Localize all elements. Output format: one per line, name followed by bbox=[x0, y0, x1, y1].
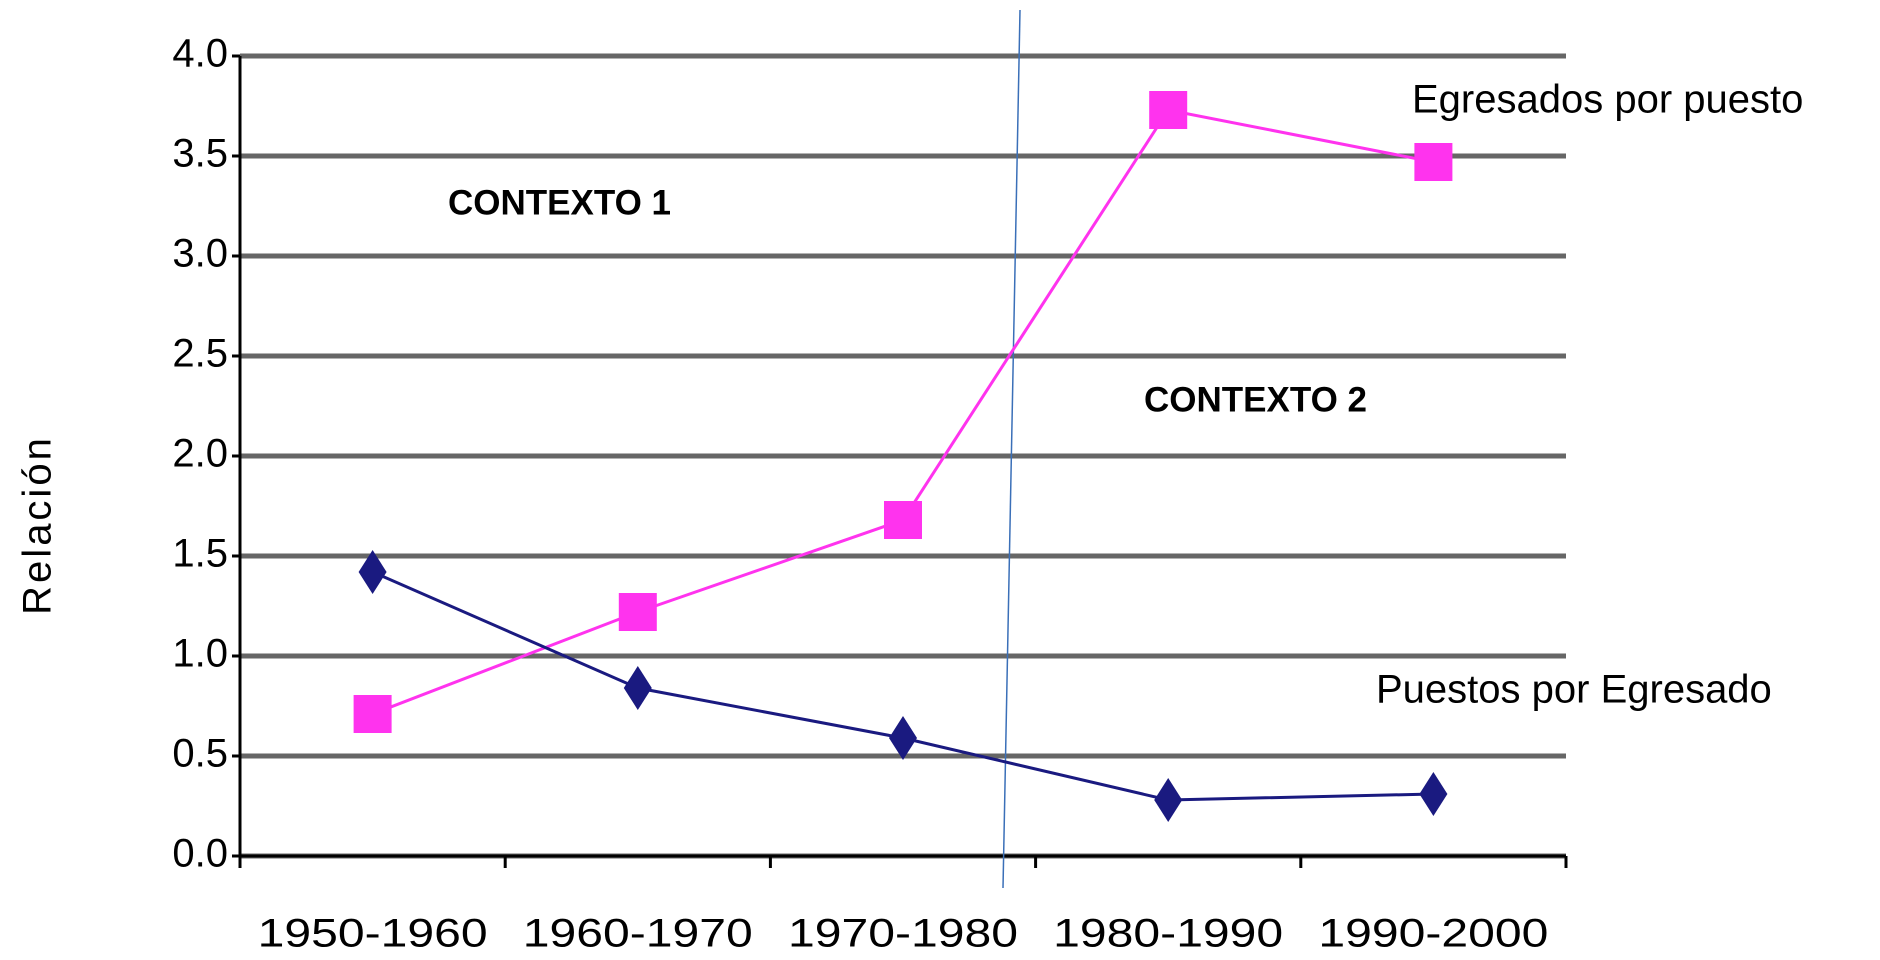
series-label: Puestos por Egresado bbox=[1376, 668, 1772, 712]
x-tick-label: 1980-1990 bbox=[1053, 912, 1283, 956]
x-tick-label: 1950-1960 bbox=[258, 912, 488, 956]
annotation: CONTEXTO 2 bbox=[1144, 380, 1367, 419]
marker bbox=[618, 593, 657, 631]
marker bbox=[358, 550, 387, 594]
series-line bbox=[371, 570, 1434, 802]
y-tick-label: 4.0 bbox=[172, 32, 228, 76]
divider-line bbox=[1002, 9, 1021, 889]
marker bbox=[623, 666, 652, 710]
x-tick-label: 1990-2000 bbox=[1318, 912, 1548, 956]
y-tick-label: 0.0 bbox=[172, 832, 228, 876]
marker bbox=[1149, 91, 1188, 129]
y-tick-label: 0.5 bbox=[172, 732, 228, 776]
marker bbox=[1154, 778, 1183, 822]
x-tick-label: 1970-1980 bbox=[788, 912, 1018, 956]
y-tick-label: 1.0 bbox=[172, 632, 228, 676]
y-tick-label: 2.0 bbox=[172, 432, 228, 476]
marker bbox=[1419, 772, 1448, 816]
x-tick-label: 1960-1970 bbox=[523, 912, 753, 956]
marker bbox=[353, 695, 392, 733]
y-tick-label: 3.5 bbox=[172, 132, 228, 176]
series-label: Egresados por puesto bbox=[1412, 78, 1803, 122]
marker bbox=[884, 501, 922, 539]
y-tick-label: 3.0 bbox=[172, 232, 228, 276]
marker bbox=[1414, 143, 1453, 181]
y-tick-label: 1.5 bbox=[172, 532, 228, 576]
marker bbox=[889, 716, 917, 760]
y-tick-label: 2.5 bbox=[172, 332, 228, 376]
annotation: CONTEXTO 1 bbox=[448, 183, 671, 222]
y-axis-label: Relación bbox=[16, 435, 60, 615]
